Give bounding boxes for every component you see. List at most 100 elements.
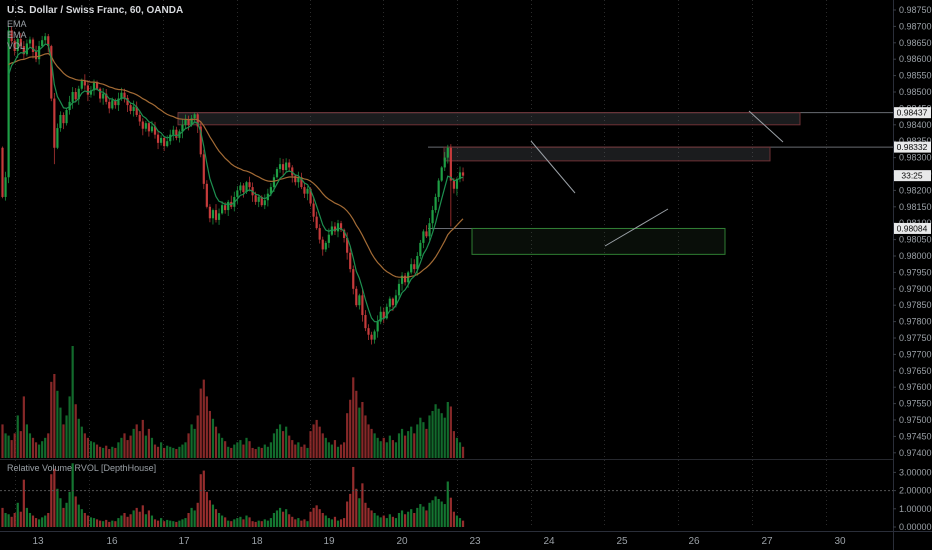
rvol-bar xyxy=(397,512,401,527)
candle xyxy=(461,172,465,176)
volume-bar xyxy=(361,402,364,458)
trendline-2[interactable] xyxy=(604,208,669,247)
price-axis-label: 0.98050 xyxy=(899,235,932,245)
volume-bar xyxy=(367,424,370,458)
candle xyxy=(315,216,318,229)
candle xyxy=(193,114,196,119)
candle xyxy=(13,41,16,51)
volume-bar xyxy=(7,435,10,458)
volume-bar xyxy=(233,444,236,458)
price-axis-label: 0.97800 xyxy=(899,317,932,327)
volume-bar xyxy=(16,415,19,458)
volume-bar xyxy=(10,440,13,458)
volume-bar xyxy=(80,426,83,458)
volume-bar xyxy=(239,440,242,458)
volume-bar xyxy=(129,435,132,458)
candle xyxy=(105,93,108,102)
rvol-bar xyxy=(123,512,126,527)
candle xyxy=(339,223,343,230)
rvol-histogram xyxy=(1,463,465,527)
rvol-bar xyxy=(236,518,239,527)
volume-bar xyxy=(266,446,269,458)
tag-background xyxy=(894,141,931,153)
rvol-bar xyxy=(169,520,172,527)
rvol-axis-label: 3.00000 xyxy=(899,467,932,477)
volume-bar xyxy=(120,437,123,458)
rvol-bar xyxy=(275,510,279,527)
candle xyxy=(138,114,141,122)
price-axis-label: 0.97850 xyxy=(899,300,932,310)
rvol-axis[interactable]: 3.00000 2.00000 1.00000 0.00000 xyxy=(893,467,932,532)
candle xyxy=(187,119,190,125)
rvol-bar xyxy=(410,509,413,527)
trendline-1[interactable] xyxy=(530,140,576,194)
volume-bar xyxy=(150,437,154,458)
candle xyxy=(428,223,431,237)
rvol-bar xyxy=(349,493,352,527)
rvol-bar xyxy=(312,507,315,527)
volume-bar xyxy=(343,442,346,458)
tag-text: 0.98437 xyxy=(897,108,928,118)
candle xyxy=(419,242,422,256)
rvol-bar xyxy=(419,504,422,527)
rvol-bar xyxy=(163,521,166,527)
demand-zone[interactable] xyxy=(471,227,726,255)
candle xyxy=(83,80,86,86)
candle xyxy=(71,92,74,102)
rvol-bar xyxy=(160,518,163,527)
volume-bar xyxy=(248,441,251,458)
rvol-bar xyxy=(202,470,205,527)
rvol-bar xyxy=(352,466,355,527)
volume-bar xyxy=(196,415,199,458)
candle xyxy=(181,124,184,132)
volume-bar xyxy=(306,447,309,458)
trendline-3[interactable] xyxy=(748,110,784,143)
volume-bar xyxy=(303,444,306,458)
candle xyxy=(50,46,53,99)
rvol-bar xyxy=(449,497,452,527)
rvol-bar xyxy=(77,504,80,527)
volume-bar xyxy=(224,441,227,458)
time-axis[interactable]: 13 16 17 18 19 20 23 24 25 26 27 30 xyxy=(32,536,846,547)
candle xyxy=(449,147,452,181)
volume-bar xyxy=(370,428,373,458)
rvol-bar xyxy=(251,521,254,527)
rvol-bar xyxy=(208,500,211,527)
volume-bar xyxy=(147,428,150,458)
rvol-bar xyxy=(205,491,208,527)
candle xyxy=(416,256,419,270)
candle xyxy=(95,82,99,89)
time-axis-label: 30 xyxy=(834,536,846,547)
rvol-bar xyxy=(71,463,74,527)
volume-bar xyxy=(458,442,462,458)
rvol-bar xyxy=(65,502,68,527)
volume-bar xyxy=(324,437,327,458)
rvol-bar xyxy=(385,518,388,527)
volume-bar xyxy=(437,408,440,458)
candle xyxy=(452,180,455,189)
supply-zone-1[interactable] xyxy=(177,112,801,126)
candle xyxy=(431,210,434,224)
price-axis-label: 0.97700 xyxy=(899,349,932,359)
price-axis-label: 0.98350 xyxy=(899,136,932,146)
candle xyxy=(150,126,154,132)
volume-bar xyxy=(105,445,108,458)
candle xyxy=(38,46,41,60)
candle xyxy=(324,242,327,250)
rvol-bar xyxy=(59,498,62,527)
volume-bar xyxy=(92,442,96,458)
supply-zone-2[interactable] xyxy=(443,146,771,162)
rvol-bar xyxy=(7,514,10,527)
candle xyxy=(65,110,68,124)
volume-bar xyxy=(452,431,455,458)
rvol-bar xyxy=(129,514,132,527)
rvol-bar xyxy=(248,517,251,527)
rvol-bar xyxy=(282,511,285,527)
candle xyxy=(184,119,187,125)
candle xyxy=(28,39,32,44)
volume-bar xyxy=(327,442,330,458)
candle xyxy=(355,288,358,306)
rvol-bar xyxy=(404,514,407,527)
volume-bar xyxy=(300,446,303,458)
